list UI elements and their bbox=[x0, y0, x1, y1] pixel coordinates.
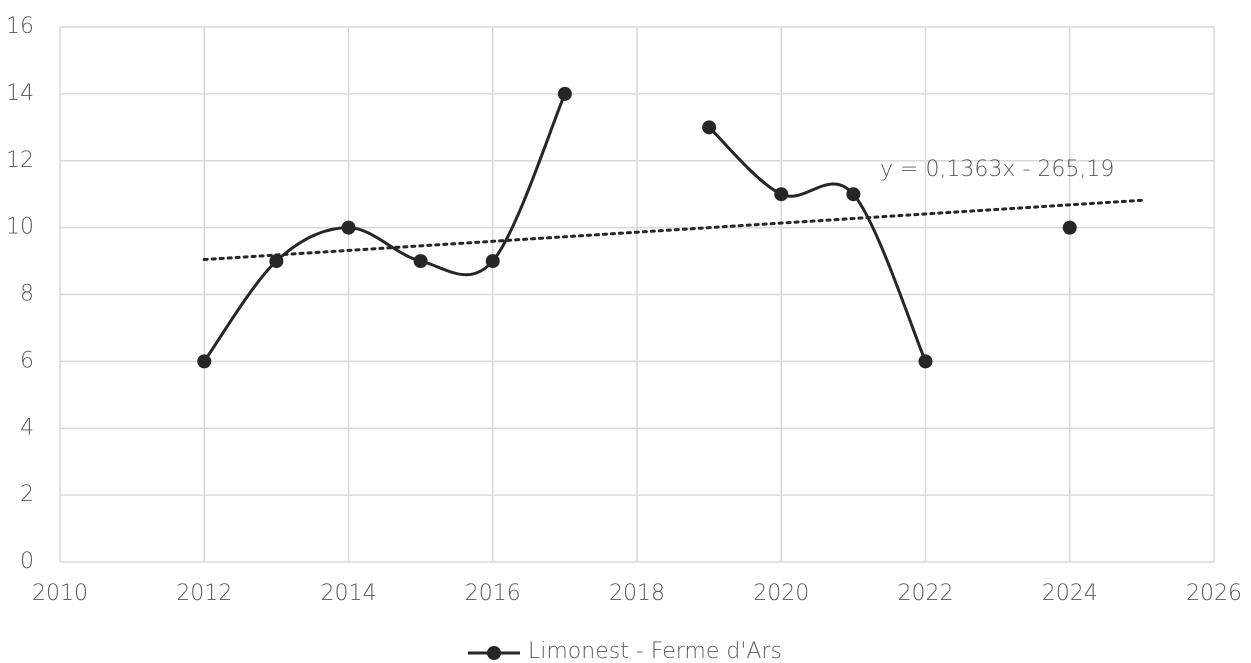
x-tick-label: 2012 bbox=[176, 581, 232, 606]
y-tick-label: 16 bbox=[6, 14, 34, 39]
marker bbox=[702, 120, 717, 135]
legend-label: Limonest - Ferme d'Ars bbox=[528, 639, 782, 663]
y-tick-label: 12 bbox=[6, 148, 34, 173]
trendline bbox=[202, 198, 1144, 262]
marker bbox=[1062, 220, 1077, 235]
marker bbox=[269, 254, 284, 269]
marker bbox=[413, 254, 428, 269]
marker bbox=[774, 187, 789, 202]
marker bbox=[846, 187, 861, 202]
y-tick-label: 4 bbox=[20, 415, 34, 440]
marker bbox=[341, 220, 356, 235]
y-tick-label: 14 bbox=[6, 81, 34, 106]
y-tick-label: 6 bbox=[20, 348, 34, 373]
series-line bbox=[708, 126, 927, 362]
y-tick-label: 0 bbox=[20, 549, 34, 574]
x-tick-label: 2022 bbox=[898, 581, 954, 606]
x-tick-label: 2026 bbox=[1186, 581, 1242, 606]
marker bbox=[485, 254, 500, 269]
y-tick-label: 8 bbox=[20, 282, 34, 307]
series-line bbox=[203, 93, 567, 363]
marker bbox=[918, 354, 933, 369]
x-tick-label: 2016 bbox=[465, 581, 521, 606]
marker bbox=[197, 354, 212, 369]
x-tick-label: 2020 bbox=[753, 581, 809, 606]
x-tick-label: 2018 bbox=[609, 581, 665, 606]
y-tick-label: 10 bbox=[6, 215, 34, 240]
x-tick-label: 2010 bbox=[32, 581, 88, 606]
marker bbox=[557, 86, 572, 101]
x-tick-label: 2024 bbox=[1042, 581, 1098, 606]
legend-marker bbox=[487, 646, 501, 660]
y-tick-label: 2 bbox=[20, 482, 34, 507]
trendline-label: y = 0,1363x - 265,19 bbox=[880, 157, 1114, 182]
x-tick-label: 2014 bbox=[321, 581, 377, 606]
